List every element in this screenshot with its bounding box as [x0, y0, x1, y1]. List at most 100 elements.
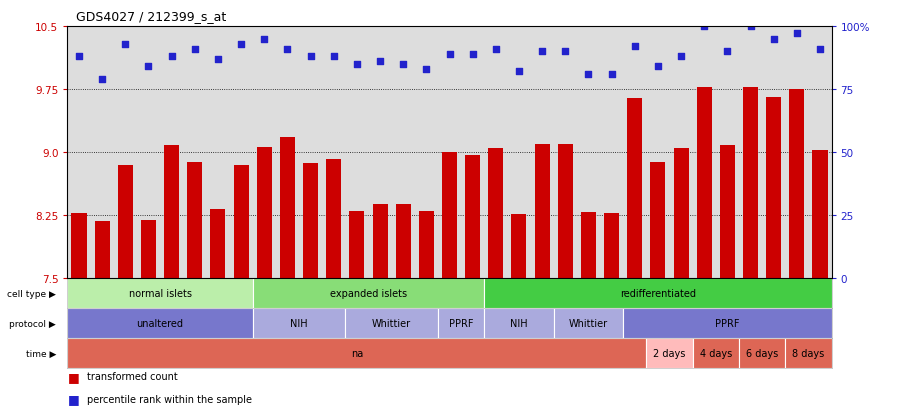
Point [303, 54, 317, 60]
Bar [697, 87, 712, 279]
Point [141, 64, 156, 71]
Point [628, 44, 642, 50]
Bar [396, 205, 411, 279]
Point [210, 56, 225, 63]
Bar [257, 148, 271, 279]
Text: transformed count: transformed count [87, 371, 178, 381]
Bar [280, 138, 295, 279]
Text: PPRF: PPRF [449, 318, 474, 328]
Bar [766, 98, 781, 279]
Bar [646, 338, 692, 368]
Bar [326, 159, 342, 279]
Text: redifferentiated: redifferentiated [620, 289, 696, 299]
Point [720, 49, 734, 55]
Text: unaltered: unaltered [137, 318, 183, 328]
Text: cell type ▶: cell type ▶ [7, 289, 56, 298]
Bar [141, 221, 156, 279]
Text: 4 days: 4 days [699, 348, 732, 358]
Bar [628, 99, 642, 279]
Bar [743, 87, 758, 279]
Text: Whittier: Whittier [569, 318, 608, 328]
Point [813, 46, 827, 53]
Text: expanded islets: expanded islets [330, 289, 407, 299]
Point [280, 46, 295, 53]
Bar [372, 205, 387, 279]
Bar [465, 155, 480, 279]
Point [72, 54, 86, 60]
Bar [581, 212, 596, 279]
Text: time ▶: time ▶ [25, 349, 56, 358]
Bar [485, 279, 832, 309]
Text: normal islets: normal islets [129, 289, 191, 299]
Bar [210, 210, 226, 279]
Point [373, 59, 387, 65]
Point [604, 71, 619, 78]
Bar [488, 149, 503, 279]
Text: protocol ▶: protocol ▶ [9, 319, 56, 328]
Point [165, 54, 179, 60]
Point [558, 49, 573, 55]
Bar [438, 309, 485, 338]
Bar [350, 211, 364, 279]
Bar [813, 150, 827, 279]
Bar [720, 146, 734, 279]
Point [95, 76, 110, 83]
Bar [253, 279, 485, 309]
Point [118, 41, 132, 48]
Bar [165, 146, 179, 279]
Point [697, 24, 711, 30]
Bar [554, 309, 623, 338]
Text: 6 days: 6 days [746, 348, 779, 358]
Point [651, 64, 665, 71]
Text: ■: ■ [67, 392, 79, 406]
Text: ■: ■ [67, 370, 79, 383]
Point [582, 71, 596, 78]
Point [188, 46, 202, 53]
Text: 8 days: 8 days [792, 348, 824, 358]
Bar [234, 166, 249, 279]
Point [442, 51, 457, 58]
Bar [535, 145, 549, 279]
Point [326, 54, 341, 60]
Point [257, 36, 271, 43]
Text: PPRF: PPRF [715, 318, 740, 328]
Point [396, 61, 410, 68]
Bar [118, 166, 133, 279]
Bar [623, 309, 832, 338]
Bar [442, 153, 457, 279]
Point [512, 69, 526, 76]
Bar [303, 164, 318, 279]
Point [743, 24, 758, 30]
Point [789, 31, 804, 38]
Bar [253, 309, 345, 338]
Bar [650, 163, 665, 279]
Text: percentile rank within the sample: percentile rank within the sample [87, 394, 253, 404]
Point [350, 61, 364, 68]
Bar [72, 213, 86, 279]
Bar [187, 163, 202, 279]
Text: GDS4027 / 212399_s_at: GDS4027 / 212399_s_at [76, 10, 227, 23]
Bar [67, 338, 646, 368]
Text: NIH: NIH [510, 318, 528, 328]
Point [535, 49, 549, 55]
Text: 2 days: 2 days [654, 348, 686, 358]
Point [674, 54, 689, 60]
Point [234, 41, 248, 48]
Bar [673, 149, 689, 279]
Point [489, 46, 503, 53]
Bar [557, 145, 573, 279]
Bar [785, 338, 832, 368]
Text: Whittier: Whittier [372, 318, 411, 328]
Point [466, 51, 480, 58]
Bar [345, 309, 438, 338]
Bar [512, 214, 527, 279]
Bar [485, 309, 554, 338]
Bar [692, 338, 739, 368]
Bar [789, 90, 805, 279]
Bar [739, 338, 785, 368]
Bar [67, 309, 253, 338]
Point [419, 66, 433, 73]
Text: na: na [351, 348, 363, 358]
Point [767, 36, 781, 43]
Bar [67, 279, 253, 309]
